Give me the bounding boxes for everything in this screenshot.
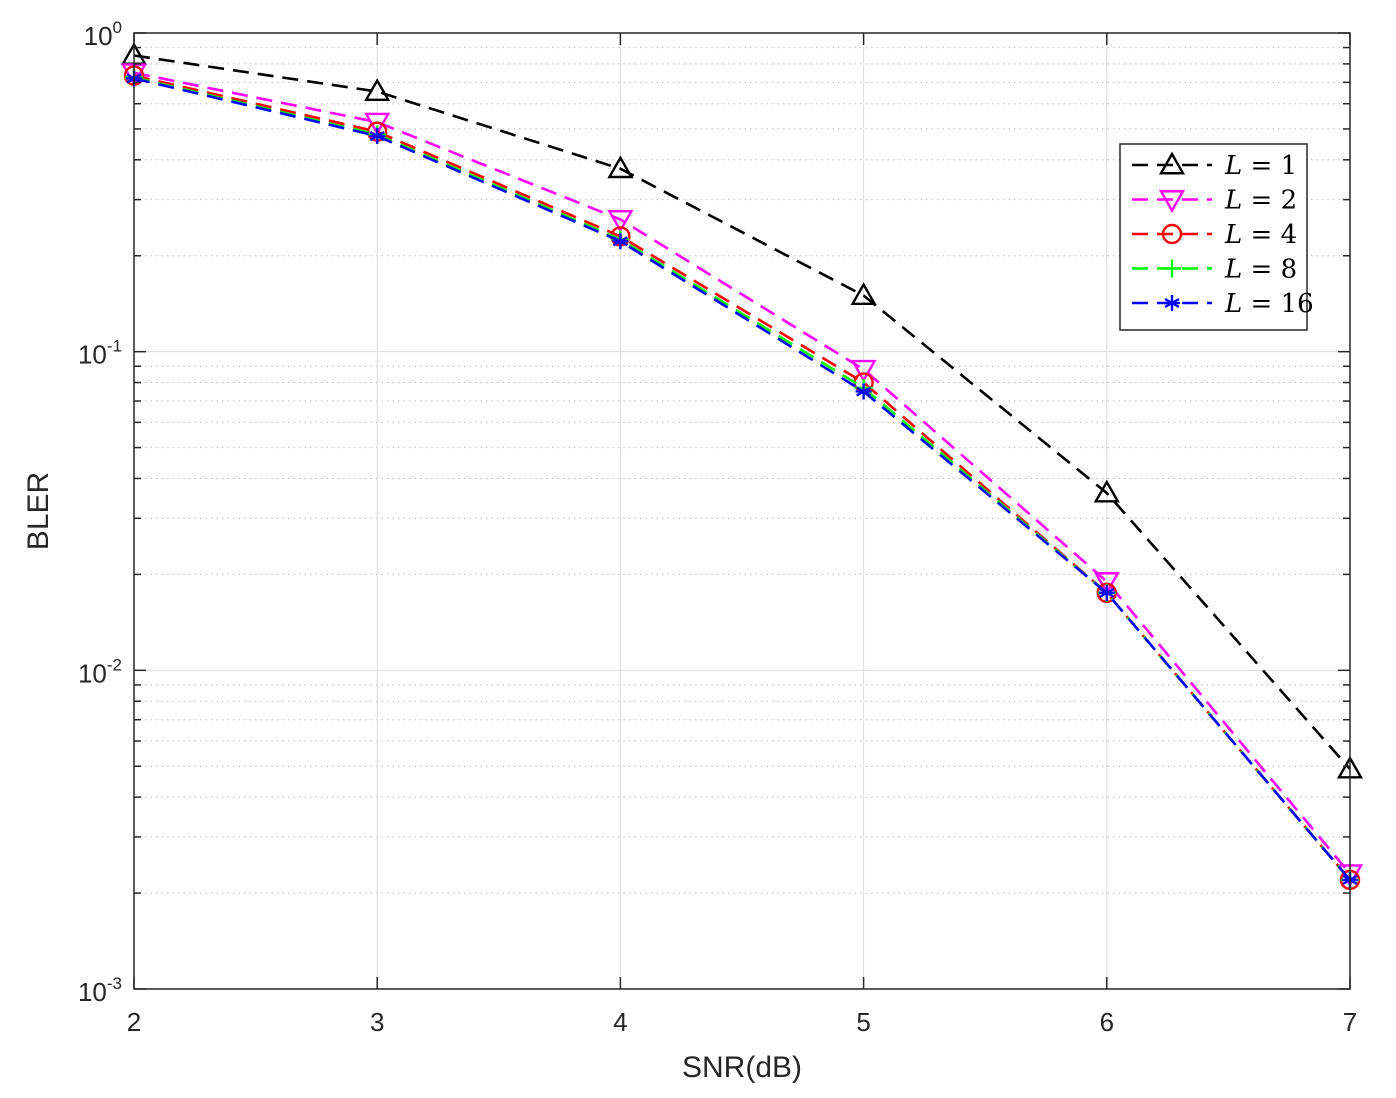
marker-shape — [1161, 223, 1183, 245]
marker-shape — [1093, 572, 1120, 595]
triangle-down-marker — [1093, 572, 1120, 595]
series-line — [133, 77, 1351, 881]
legend-label: L = 8 — [1224, 255, 1297, 285]
legend-eq: = — [1251, 186, 1281, 216]
legend-eq: = — [1251, 151, 1281, 181]
y-tick-exponent: -3 — [107, 974, 122, 993]
legend-var: L — [1224, 220, 1251, 250]
triangle-up-marker — [364, 78, 391, 102]
legend-eq: = — [1251, 220, 1281, 250]
x-tick-labels: 2 3 4 5 6 7 — [127, 1007, 1357, 1037]
y-tick-exponent: -2 — [107, 655, 122, 674]
legend-var: L — [1224, 289, 1251, 319]
x-tick-label: 3 — [370, 1007, 384, 1037]
legend-label: L = 4 — [1224, 220, 1297, 250]
marker-shape — [364, 78, 391, 102]
legend-item: L = 8 — [1132, 255, 1297, 285]
legend-num: 16 — [1281, 289, 1314, 319]
asterisk-marker — [855, 383, 872, 400]
series-layer — [120, 42, 1364, 891]
y-tick-base: 10 — [78, 340, 107, 370]
legend-label: L = 1 — [1224, 151, 1297, 181]
legend-label: L = 16 — [1224, 289, 1314, 319]
legend-item: L = 16 — [1132, 289, 1314, 319]
y-tick-exponent: -1 — [107, 337, 122, 356]
axis-ticks — [133, 32, 1351, 990]
legend-var: L — [1224, 186, 1251, 216]
y-axis-title: BLER — [22, 472, 55, 550]
legend-item: L = 2 — [1132, 186, 1297, 216]
x-tick-label: 4 — [613, 1007, 627, 1037]
y-tick-base: 10 — [78, 658, 107, 688]
triangle-down-marker — [1158, 190, 1186, 213]
legend-var: L — [1224, 255, 1251, 285]
legend-num: 1 — [1281, 151, 1298, 181]
minor-grid — [134, 47, 1350, 894]
marker-shape — [1158, 190, 1186, 213]
y-tick-base: 10 — [84, 21, 113, 51]
series-line — [133, 71, 1351, 875]
plus-marker — [1163, 259, 1181, 278]
legend-var: L — [1224, 151, 1251, 181]
x-tick-label: 7 — [1343, 1007, 1357, 1037]
marker-shape — [850, 282, 877, 306]
marker-shape — [607, 155, 634, 179]
legend-box — [1119, 143, 1308, 331]
triangle-down-marker — [850, 359, 877, 383]
marker-shape — [607, 209, 634, 233]
asterisk-marker — [369, 128, 386, 145]
legend: L = 1L = 2L = 4L = 8L = 16 — [1119, 143, 1314, 331]
legend-eq: = — [1251, 289, 1281, 319]
y-tick-label: 100 — [84, 18, 122, 51]
x-axis-title: SNR(dB) — [682, 1051, 802, 1084]
asterisk-marker — [612, 233, 629, 250]
y-tick-label: 10-2 — [78, 655, 122, 688]
y-tick-base: 10 — [78, 977, 107, 1007]
legend-item: L = 4 — [1132, 220, 1297, 250]
y-tick-exponent: 0 — [113, 18, 122, 37]
plot-frame — [133, 32, 1351, 990]
legend-num: 4 — [1281, 220, 1298, 250]
x-tick-label: 5 — [856, 1007, 870, 1037]
legend-num: 2 — [1281, 186, 1298, 216]
legend-num: 8 — [1281, 255, 1298, 285]
triangle-down-marker — [607, 209, 634, 233]
marker-shape — [1158, 151, 1186, 175]
triangle-up-marker — [607, 155, 634, 179]
legend-label: L = 2 — [1224, 186, 1297, 216]
x-tick-label: 2 — [127, 1007, 141, 1037]
y-tick-label: 10-3 — [78, 974, 122, 1007]
triangle-up-marker — [1158, 151, 1186, 175]
asterisk-marker — [1164, 295, 1180, 311]
legend-item: L = 1 — [1132, 151, 1297, 181]
marker-shape — [850, 359, 877, 383]
circle-marker — [1161, 223, 1183, 245]
asterisk-marker — [1098, 584, 1115, 601]
x-tick-label: 6 — [1100, 1007, 1114, 1037]
triangle-up-marker — [1093, 479, 1120, 503]
legend-eq: = — [1251, 255, 1281, 285]
y-tick-label: 10-1 — [78, 337, 122, 370]
marker-shape — [1093, 479, 1120, 503]
series-line — [133, 54, 1351, 770]
triangle-up-marker — [850, 282, 877, 306]
